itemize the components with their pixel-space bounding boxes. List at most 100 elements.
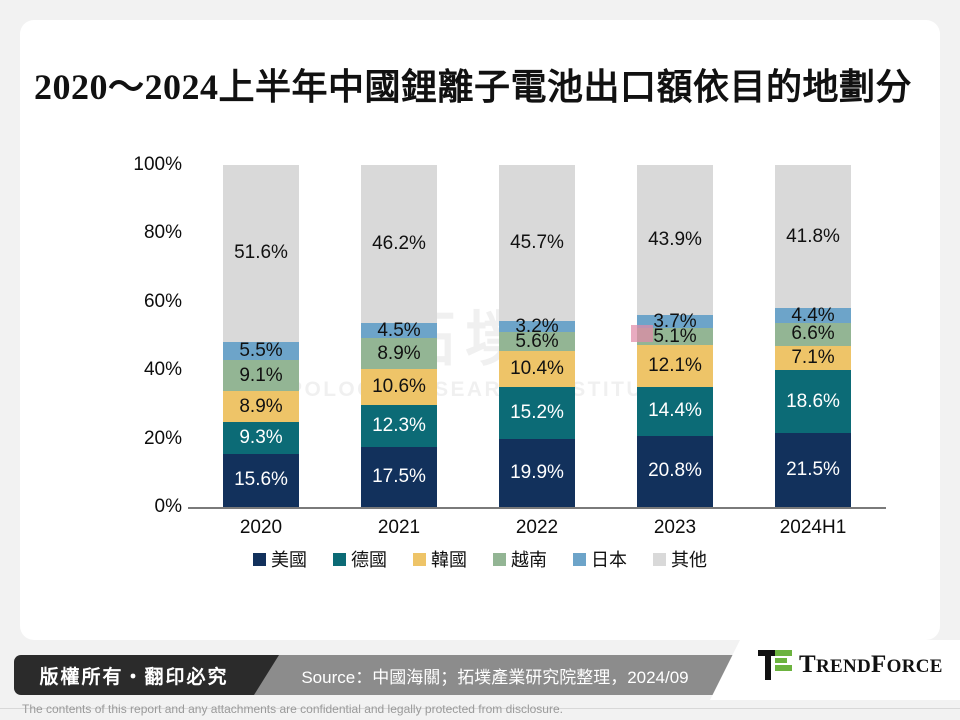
bar-segment[interactable]: 18.6% (775, 369, 851, 434)
x-axis-tick: 2024H1 (779, 517, 847, 538)
bar-segment[interactable]: 3.7% (637, 311, 713, 332)
logo-letters-rend: REND (815, 656, 872, 677)
x-axis-line (188, 507, 886, 509)
bar-segment[interactable]: 6.6% (775, 323, 851, 346)
x-axis-tick: 2022 (515, 517, 559, 538)
bar-segment-label: 41.8% (786, 225, 840, 247)
bar-segment-label: 15.2% (510, 401, 564, 423)
y-axis-tick: 100% (133, 154, 182, 175)
slide-card: 2020〜2024上半年中國鋰離子電池出口額依目的地劃分 拓墣 TOPOLOGY… (20, 20, 940, 640)
disclaimer-text: The contents of this report and any atta… (22, 702, 563, 716)
bar-segment-label: 4.5% (377, 319, 421, 341)
bar-segment-label: 7.1% (791, 346, 835, 368)
legend-swatch-icon (333, 552, 346, 566)
x-axis-tick: 2020 (239, 517, 283, 538)
legend-item-4[interactable]: 日本 (573, 546, 627, 572)
copyright-text: 版權所有・翻印必究 (39, 666, 229, 688)
bar-segment-label: 8.9% (377, 342, 421, 364)
bar-column[interactable]: 15.6% 9.3% 8.9% 9.1% 5.5% 51.6% (223, 165, 299, 507)
trendforce-wordmark: TRENDFORCE (799, 651, 943, 679)
bar-segment[interactable]: 4.4% (775, 305, 851, 326)
bar-segment[interactable]: 3.2% (499, 316, 575, 337)
bar-segment[interactable]: 45.7% (499, 165, 575, 322)
bar-segment-label: 8.9% (239, 395, 283, 417)
legend-swatch-icon (493, 552, 506, 566)
bar-segment[interactable]: 8.9% (223, 391, 299, 422)
bar-segment-label: 14.4% (648, 400, 702, 422)
legend-swatch-icon (573, 552, 586, 566)
legend-swatch-icon (653, 552, 666, 566)
brand-logo-panel: TRENDFORCE (710, 640, 960, 700)
bar-column[interactable]: 19.9% 15.2% 10.4% 5.6% 3.2% 45.7% (499, 165, 575, 507)
bar-segment-label: 6.6% (791, 323, 835, 345)
legend-item-3[interactable]: 越南 (493, 546, 547, 572)
bar-segment[interactable]: 21.5% (775, 433, 851, 507)
bar-segment-label: 21.5% (786, 459, 840, 481)
y-axis: 0% 20% 40% 60% 80% 100% (116, 20, 182, 640)
bar-segment[interactable]: 5.5% (223, 339, 299, 361)
legend-item-1[interactable]: 德國 (333, 546, 387, 572)
bar-segment-label: 5.5% (239, 339, 283, 361)
bar-segment[interactable]: 41.8% (775, 165, 851, 308)
legend-label: 德國 (351, 550, 387, 570)
bar-segment[interactable]: 4.5% (361, 320, 437, 341)
bar-segment-label: 17.5% (372, 466, 426, 488)
legend-label: 美國 (271, 550, 307, 570)
legend-item-5[interactable]: 其他 (653, 546, 707, 572)
y-axis-tick: 0% (154, 496, 182, 517)
bar-segment[interactable]: 20.8% (637, 435, 713, 507)
x-axis-tick: 2023 (653, 517, 697, 538)
legend-swatch-icon (253, 552, 266, 566)
bar-segment-label: 10.4% (510, 358, 564, 380)
legend-item-0[interactable]: 美國 (253, 546, 307, 572)
bar-segment-label: 9.3% (239, 426, 283, 448)
y-axis-tick: 20% (143, 427, 182, 449)
bar-segment[interactable]: 19.9% (499, 438, 575, 507)
bar-segment-label: 9.1% (239, 364, 283, 386)
bar-column[interactable]: 21.5% 18.6% 7.1% 6.6% 4.4% 41.8% (775, 165, 851, 507)
bar-segment-label: 19.9% (510, 461, 564, 483)
bar-segment-label: 20.8% (648, 460, 702, 482)
bar-segment[interactable]: 7.1% (775, 345, 851, 370)
bar-segment[interactable]: 14.4% (637, 386, 713, 436)
bar-segment-label: 3.2% (515, 315, 559, 337)
bar-segment[interactable]: 12.3% (361, 405, 437, 448)
bar-segment[interactable]: 5.1% (637, 326, 713, 347)
logo-letters-orce: ORCE (886, 656, 943, 677)
bar-segment[interactable]: 9.1% (223, 360, 299, 392)
bar-segment[interactable]: 12.1% (637, 345, 713, 387)
chart-legend: 美國 德國 韓國 越南 日本 其他 (20, 546, 940, 572)
legend-label: 韓國 (431, 550, 467, 570)
bar-segment-label: 12.1% (648, 354, 702, 376)
bar-segment[interactable]: 51.6% (223, 165, 299, 342)
bar-segment[interactable]: 10.4% (499, 351, 575, 387)
legend-item-2[interactable]: 韓國 (413, 546, 467, 572)
bar-segment-label: 43.9% (648, 229, 702, 251)
bar-segment[interactable]: 15.6% (223, 453, 299, 507)
legend-swatch-icon (413, 552, 426, 566)
bar-segment[interactable]: 46.2% (361, 165, 437, 324)
bar-segment-label: 15.6% (234, 469, 288, 491)
copyright-badge: 版權所有・翻印必究 (14, 655, 279, 695)
bar-segment[interactable]: 15.2% (499, 386, 575, 439)
bar-segment-label: 18.6% (786, 390, 840, 412)
legend-label: 其他 (671, 550, 707, 570)
x-axis-tick: 2021 (377, 517, 421, 538)
bar-segment[interactable]: 8.9% (361, 338, 437, 369)
stacked-bar-chart: 0% 20% 40% 60% 80% 100% 15.6% 9.3% 8.9% 9.1% 5.5%… (20, 20, 940, 640)
bar-segment[interactable]: 10.6% (361, 368, 437, 406)
bar-segment[interactable]: 5.6% (499, 330, 575, 352)
legend-label: 日本 (591, 550, 627, 570)
y-axis-tick: 60% (143, 290, 182, 312)
bar-segment-label: 12.3% (372, 415, 426, 437)
bar-segment-label: 5.6% (515, 330, 559, 352)
y-axis-tick: 80% (143, 222, 182, 244)
bar-segment[interactable]: 43.9% (637, 165, 713, 316)
trendforce-logo: TRENDFORCE (758, 650, 943, 680)
footer: Source：中國海關；拓墣產業研究院整理，2024/09 版權所有・翻印必究 … (0, 640, 960, 720)
bar-column[interactable]: 20.8% 14.4% 12.1% 5.1% 3.7% 43.9% (637, 165, 713, 507)
logo-letter-t: T (799, 651, 816, 678)
bar-column[interactable]: 17.5% 12.3% 10.6% 8.9% 4.5% 46.2% (361, 165, 437, 507)
bar-segment[interactable]: 9.3% (223, 421, 299, 454)
bar-segment[interactable]: 17.5% (361, 447, 437, 507)
